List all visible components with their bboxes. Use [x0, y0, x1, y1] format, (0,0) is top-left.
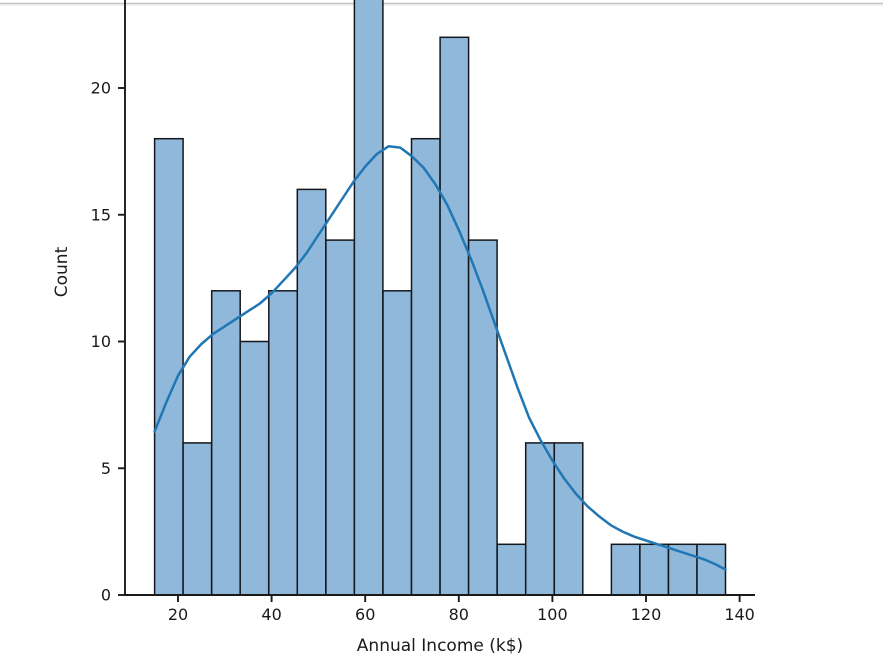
x-tick-label: 80	[449, 605, 469, 624]
histogram-bar	[153, 137, 184, 596]
y-tick-label: 0	[101, 586, 111, 605]
histogram-bars	[153, 0, 727, 596]
histogram-bar	[496, 543, 527, 596]
histogram-bar	[410, 137, 441, 596]
histogram-bar	[382, 290, 413, 596]
histogram-bar	[239, 340, 270, 596]
y-axis-ticks: 0 5 10 15 20	[91, 79, 125, 605]
x-axis-ticks: 20 40 60 80 100 120 140	[168, 595, 755, 624]
histogram-bar	[268, 290, 299, 596]
histogram-bar	[439, 36, 470, 596]
x-tick-label: 60	[355, 605, 375, 624]
y-axis-label: Count	[52, 246, 72, 297]
histogram-bar	[553, 442, 584, 596]
histogram-bar	[610, 543, 641, 596]
histogram-bar	[325, 239, 356, 596]
y-tick-label: 20	[91, 79, 111, 98]
histogram-bar	[210, 290, 241, 596]
histogram-bar	[696, 543, 727, 596]
x-tick-label: 140	[724, 605, 755, 624]
histogram-bar	[467, 239, 498, 596]
histogram-bar	[639, 543, 670, 596]
y-tick-label: 15	[91, 205, 111, 224]
axes-spines	[124, 0, 755, 596]
kde-curve	[153, 145, 727, 571]
histogram-bar	[182, 442, 213, 596]
x-axis-label: Annual Income (k$)	[357, 636, 523, 656]
y-tick-label: 10	[91, 332, 111, 351]
kde-line	[153, 145, 727, 571]
x-tick-label: 100	[537, 605, 568, 624]
histogram-bar	[353, 0, 384, 596]
histogram-bar	[524, 442, 555, 596]
y-tick-label: 5	[101, 459, 111, 478]
x-tick-label: 20	[168, 605, 188, 624]
x-tick-label: 40	[261, 605, 281, 624]
histogram-bar	[296, 188, 327, 596]
x-tick-label: 120	[631, 605, 662, 624]
